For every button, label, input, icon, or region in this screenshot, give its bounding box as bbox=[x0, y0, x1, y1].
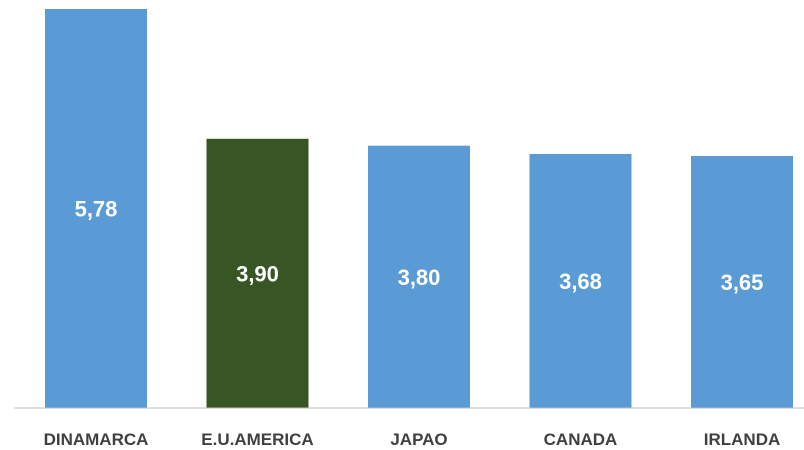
data-label: 5,78 bbox=[75, 197, 118, 222]
value-labels-group: 5,78 3,90 3,80 3,68 3,65 bbox=[75, 197, 764, 296]
data-label: 3,68 bbox=[559, 269, 602, 294]
category-label: E.U.AMERICA bbox=[201, 430, 313, 449]
data-label: 3,80 bbox=[398, 265, 441, 290]
category-label: IRLANDA bbox=[704, 430, 781, 449]
bar-canada bbox=[529, 154, 632, 408]
category-label: DINAMARCA bbox=[44, 430, 149, 449]
bar-dinamarca bbox=[45, 9, 147, 408]
data-label: 3,90 bbox=[236, 261, 279, 286]
bar-irlanda bbox=[691, 156, 793, 408]
bar-e-u-america bbox=[206, 138, 309, 409]
data-label: 3,65 bbox=[721, 270, 764, 295]
category-label: JAPAO bbox=[390, 430, 447, 449]
bar-japao bbox=[368, 145, 470, 408]
category-labels-group: DINAMARCA E.U.AMERICA JAPAO CANADA IRLANDA bbox=[44, 430, 781, 449]
category-label: CANADA bbox=[544, 430, 618, 449]
bars-group bbox=[45, 9, 793, 409]
